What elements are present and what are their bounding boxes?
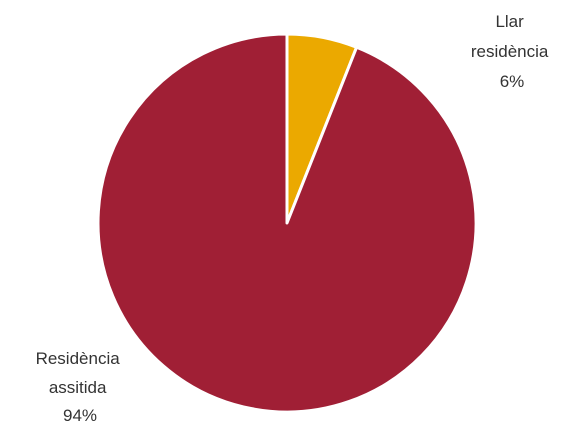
slice-label-residencia-assitida-line-2: assitida xyxy=(49,378,107,397)
slice-label-llar-residencia: Llar residència 6% xyxy=(471,12,553,91)
pie-slices xyxy=(96,32,478,414)
pie-slice-2 xyxy=(96,32,478,414)
slice-label-residencia-assitida-line-1: Residència xyxy=(36,349,121,368)
slice-label-llar-residencia-value: 6% xyxy=(500,72,525,91)
pie-labels: Llar residència 6% Residència assitida 9… xyxy=(36,12,553,425)
slice-label-llar-residencia-line-1: Llar xyxy=(495,12,524,31)
slice-label-llar-residencia-line-2: residència xyxy=(471,42,549,61)
slice-label-residencia-assitida: Residència assitida 94% xyxy=(36,349,125,425)
slice-label-residencia-assitida-value: 94% xyxy=(63,406,97,425)
